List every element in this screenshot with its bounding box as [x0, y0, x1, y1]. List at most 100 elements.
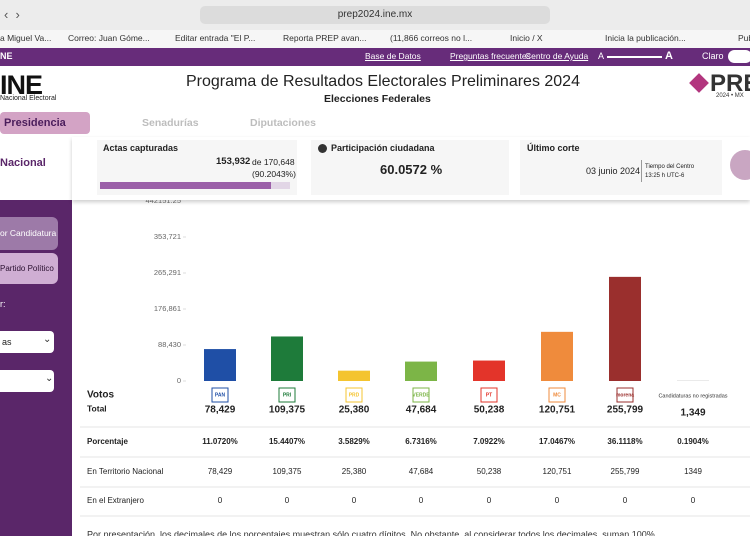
bar: [338, 370, 370, 381]
party-logo: [278, 387, 296, 403]
side-button[interactable]: Partido Político: [0, 253, 58, 284]
cell: 0: [691, 496, 696, 505]
total-label: 120,751: [539, 405, 576, 416]
party-logo-text: PRD: [349, 392, 360, 398]
cell: 0: [352, 496, 357, 505]
total-label: 109,375: [269, 405, 306, 416]
bar: [405, 361, 437, 381]
party-logo-text: morena: [616, 392, 634, 398]
cell: 36.1118%: [607, 437, 642, 446]
row-label: Porcentaje: [87, 437, 128, 446]
cell: 0: [487, 496, 492, 505]
cell: 255,799: [611, 467, 640, 476]
party-logo-text: VERDE: [412, 392, 430, 398]
total-label: 25,380: [339, 405, 370, 416]
total-label: 78,429: [205, 405, 236, 416]
font-large[interactable]: A: [665, 50, 673, 62]
bookmark[interactable]: Pub: [738, 33, 750, 43]
cell: 6.7316%: [405, 437, 437, 446]
title: Programa de Resultados Electorales Preli…: [186, 73, 580, 90]
top-link[interactable]: Base de Datos: [365, 51, 421, 61]
action-button[interactable]: [730, 150, 750, 180]
tab[interactable]: Diputaciones: [250, 117, 316, 129]
cell: 11.0720%: [202, 437, 238, 446]
card-count: 153,932: [216, 156, 251, 167]
cell: 50,238: [477, 467, 502, 476]
sidebar: [0, 200, 72, 536]
top-link[interactable]: Preguntas frecuentes: [450, 51, 531, 61]
cell: 0: [623, 496, 628, 505]
address-bar[interactable]: prep2024.ine.mx: [200, 6, 550, 24]
cell: 0.1904%: [677, 437, 709, 446]
cell: 7.0922%: [473, 437, 505, 446]
card-percent: (90.2043%): [252, 169, 296, 179]
card-value: 60.0572 %: [380, 162, 443, 177]
top-link[interactable]: Centro de Ayuda: [525, 51, 589, 61]
chevron: ⌄: [45, 373, 54, 384]
bookmark[interactable]: (11,866 correos no l...: [390, 33, 473, 43]
bookmark[interactable]: Inicio / X: [510, 33, 543, 43]
tab[interactable]: Senadurías: [142, 117, 199, 129]
logo-sub: Nacional Electoral: [0, 95, 57, 102]
cell: 3.5829%: [338, 437, 370, 446]
tab-active[interactable]: Presidencia: [0, 112, 90, 134]
bookmark[interactable]: Reporta PREP avan...: [283, 33, 367, 43]
results: 0 88,430 176,861 265,291 353,721 442151.25 Vot…: [80, 200, 750, 536]
card-title: Actas capturadas: [103, 143, 179, 153]
party-logo: [345, 387, 363, 403]
party-logo-text: PAN: [215, 392, 226, 398]
party-logo: [211, 387, 229, 403]
side-button[interactable]: or Candidatura: [0, 217, 58, 250]
font-small[interactable]: A: [598, 51, 605, 61]
sidebar-top: [0, 137, 72, 200]
y-tick-label: 353,721: [154, 232, 181, 241]
cell: 0: [419, 496, 424, 505]
font-slider: [607, 56, 662, 58]
cell: 47,684: [409, 467, 434, 476]
cell: 0: [555, 496, 560, 505]
nav-buttons[interactable]: ‹ ›: [4, 7, 20, 22]
cell: 120,751: [543, 467, 572, 476]
bookmark[interactable]: Editar entrada "El P...: [175, 33, 256, 43]
subtitle: Elecciones Federales: [324, 93, 431, 105]
brand: NE: [0, 51, 13, 61]
party-logo: [548, 387, 566, 403]
theme-label: Claro: [702, 51, 724, 61]
bookmark[interactable]: Inicia la publicación...: [605, 33, 686, 43]
select[interactable]: [0, 370, 54, 392]
cell: 0: [218, 496, 223, 505]
party-logo-text: MC: [553, 392, 561, 398]
card-total: de 170,648: [252, 157, 295, 167]
header: [0, 66, 750, 136]
bookmark[interactable]: a Miguel Va...: [0, 33, 52, 43]
card-time: 13:25 h UTC-6: [645, 173, 685, 179]
party-logo-text: PT: [486, 392, 492, 398]
total-label: 47,684: [406, 405, 437, 416]
y-tick-label: 176,861: [154, 304, 181, 313]
total-label: 50,238: [474, 405, 505, 416]
y-tick-label: 88,430: [158, 340, 181, 349]
total-label: 255,799: [607, 405, 644, 416]
cell: 17.0467%: [539, 437, 575, 446]
theme-toggle[interactable]: [728, 50, 750, 63]
party-logo: [480, 387, 498, 403]
table-header: Votos: [87, 390, 114, 401]
cell: 78,429: [208, 467, 233, 476]
help-icon: [318, 144, 327, 153]
cell: 0: [285, 496, 290, 505]
prep-sub: 2024 • MX: [716, 93, 744, 99]
cell: 109,375: [273, 467, 302, 476]
filter-label: r:: [0, 299, 6, 309]
card-title: Último corte: [527, 143, 580, 153]
party-logo: [412, 387, 430, 403]
select[interactable]: as: [0, 331, 54, 353]
cell: 25,380: [342, 467, 367, 476]
bookmark[interactable]: Correo: Juan Góme...: [68, 33, 150, 43]
prep-logo: PRE: [710, 70, 750, 97]
topbar: [0, 48, 750, 66]
table-header: Total: [87, 403, 107, 413]
cell: 1349: [684, 467, 702, 476]
logo: INE: [0, 70, 43, 100]
bar: [677, 380, 709, 381]
